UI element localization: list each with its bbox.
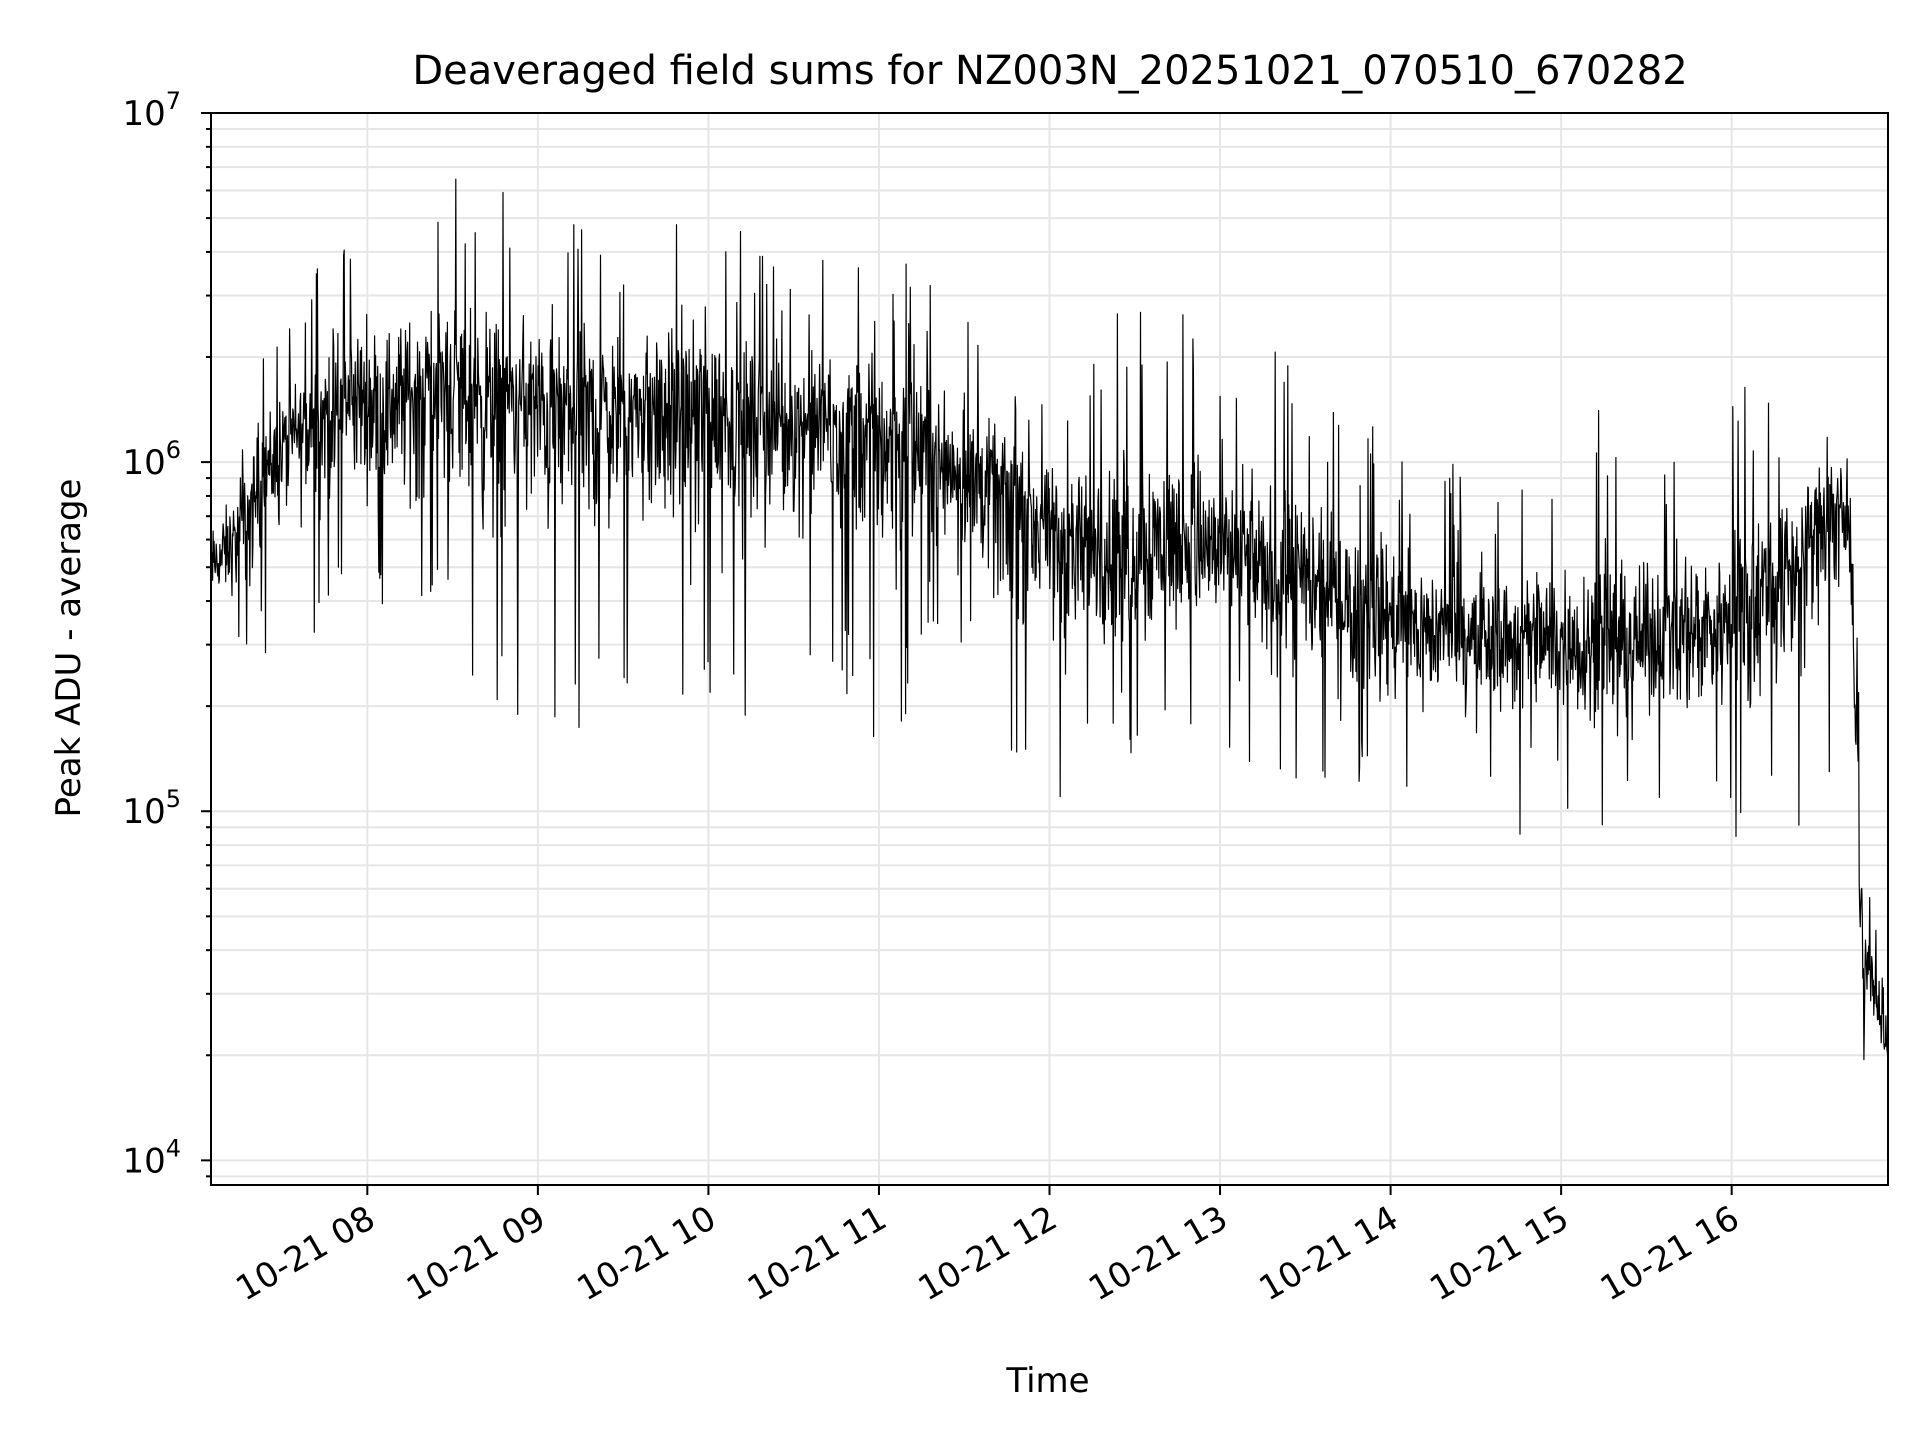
- y-tick-label: 105: [122, 785, 181, 832]
- y-tick-label: 106: [122, 436, 181, 483]
- x-axis-label: Time: [1005, 1361, 1089, 1401]
- y-axis-label: Peak ADU - average: [49, 479, 89, 818]
- data-series-line: [210, 178, 1889, 1061]
- y-tick-label: 104: [122, 1134, 181, 1181]
- grid-layer: [211, 112, 1888, 1185]
- y-tick-label: 107: [122, 87, 181, 134]
- chart-title: Deaveraged field sums for NZ003N_2025102…: [412, 48, 1687, 94]
- data-layer: [210, 178, 1889, 1061]
